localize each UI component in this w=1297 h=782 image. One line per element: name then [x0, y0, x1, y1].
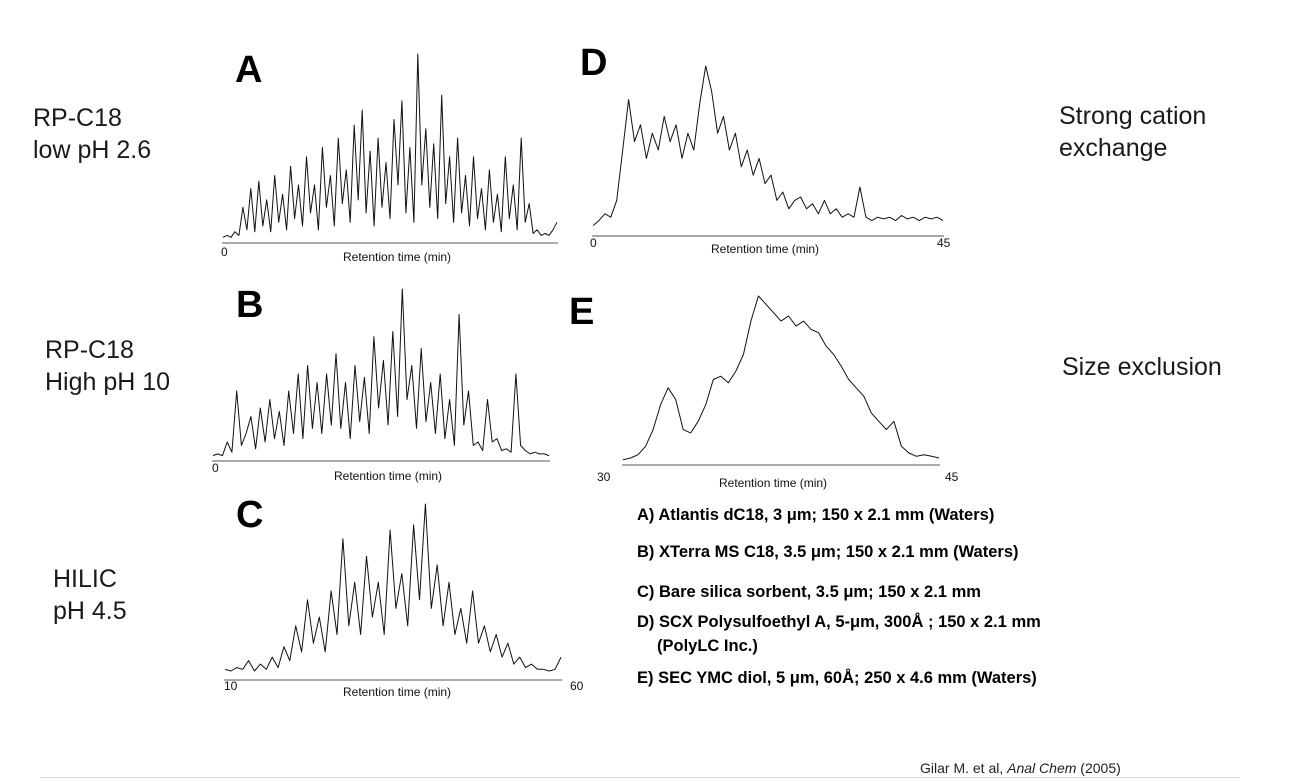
chart-a	[222, 53, 558, 244]
label-line: RP-C18	[33, 104, 122, 132]
x-tick-d-start: 0	[590, 236, 597, 250]
citation-authors: Gilar M. et al,	[920, 760, 1008, 776]
x-axis-label-e: Retention time (min)	[719, 476, 828, 490]
label-line: RP-C18	[45, 336, 134, 364]
label-line: pH 4.5	[53, 597, 127, 625]
x-axis-label-a: Retention time (min)	[343, 250, 452, 264]
label-line: exchange	[1059, 134, 1168, 162]
chromatogram-trace-b	[212, 288, 550, 457]
citation: Gilar M. et al, Anal Chem (2005)	[920, 760, 1121, 776]
label-rp-c18-high-ph: RP-C18 High pH 10	[45, 334, 170, 398]
label-line: High pH 10	[45, 368, 171, 396]
x-tick-b-start: 0	[212, 461, 219, 475]
x-tick-e-start: 30	[597, 470, 611, 484]
x-axis-label-b: Retention time (min)	[334, 469, 443, 483]
x-axis-label-c: Retention time (min)	[343, 685, 452, 699]
legend-item-e: E) SEC YMC diol, 5 μm, 60Å; 250 x 4.6 mm…	[637, 669, 1037, 687]
x-tick-a-start: 0	[221, 245, 228, 259]
chart-e	[622, 295, 940, 466]
x-axis-label-d: Retention time (min)	[711, 242, 820, 256]
panel-letter-b: B	[236, 284, 264, 326]
chromatogram-trace-d	[592, 65, 944, 226]
x-tick-e-end: 45	[945, 470, 959, 484]
legend-item-d-vendor: (PolyLC Inc.)	[657, 637, 758, 655]
panel-letter-e: E	[569, 291, 595, 333]
x-tick-c-start: 10	[224, 679, 238, 693]
footer-divider	[40, 777, 1240, 778]
label-line: Strong cation	[1059, 102, 1207, 130]
label-size-exclusion: Size exclusion	[1062, 351, 1222, 383]
label-line: low pH 2.6	[33, 136, 152, 164]
chromatogram-trace-a	[222, 53, 558, 238]
label-rp-c18-low-ph: RP-C18 low pH 2.6	[33, 102, 151, 166]
legend-item-d: D) SCX Polysulfoethyl A, 5-μm, 300Å ; 15…	[637, 613, 1041, 631]
chart-c	[224, 503, 562, 681]
chart-d	[592, 65, 944, 237]
label-strong-cation-exchange: Strong cation exchange	[1059, 100, 1206, 164]
chromatogram-trace-e	[622, 295, 940, 461]
x-tick-c-end: 60	[570, 679, 584, 693]
panel-letter-c: C	[236, 494, 264, 536]
legend-item-a: A) Atlantis dC18, 3 μm; 150 x 2.1 mm (Wa…	[637, 506, 995, 524]
label-hilic: HILIC pH 4.5	[53, 563, 127, 627]
label-line: HILIC	[53, 565, 117, 593]
citation-year: (2005)	[1076, 760, 1121, 776]
panel-letter-d: D	[580, 42, 608, 84]
panel-letter-a: A	[235, 49, 263, 91]
legend-item-c: C) Bare silica sorbent, 3.5 μm; 150 x 2.…	[637, 583, 981, 601]
legend-item-b: B) XTerra MS C18, 3.5 μm; 150 x 2.1 mm (…	[637, 543, 1019, 561]
x-tick-d-end: 45	[937, 236, 951, 250]
label-line: Size exclusion	[1062, 353, 1222, 381]
chromatogram-trace-c	[224, 503, 562, 672]
citation-journal: Anal Chem	[1007, 760, 1077, 776]
chart-b	[212, 288, 550, 462]
